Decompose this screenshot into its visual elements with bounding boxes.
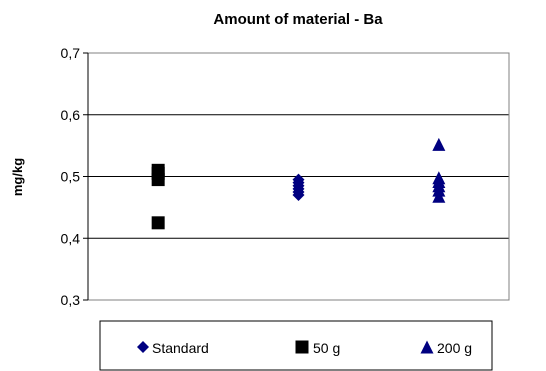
y-tick-label: 0,6 — [61, 107, 81, 123]
data-point-200-g — [432, 171, 446, 185]
legend-items: Standard 50 g 200 g — [137, 340, 472, 356]
tick-labels: 0,3 0,4 0,5 0,6 0,7 — [61, 45, 81, 308]
data-point-50-g — [151, 163, 165, 177]
y-tick-label: 0,5 — [61, 169, 81, 185]
y-axis-label: mg/kg — [10, 158, 25, 196]
legend-label-200-g: 200 g — [437, 340, 472, 356]
data-point-50-g — [151, 216, 165, 230]
data-points — [151, 137, 446, 230]
legend-marker-50-g — [295, 340, 309, 354]
chart-title: Amount of material - Ba — [213, 11, 383, 28]
legend: Standard 50 g 200 g — [99, 320, 493, 371]
legend-marker-standard — [137, 341, 149, 353]
legend-marker-200-g — [420, 340, 434, 354]
legend-label-50-g: 50 g — [313, 340, 340, 356]
y-tick-label: 0,4 — [61, 230, 81, 246]
legend-label-standard: Standard — [152, 340, 209, 356]
axis-layer — [83, 52, 89, 301]
data-point-standard — [292, 173, 305, 186]
y-tick-label: 0,3 — [61, 292, 81, 308]
data-point-200-g — [432, 137, 446, 151]
y-tick-label: 0,7 — [61, 45, 81, 61]
